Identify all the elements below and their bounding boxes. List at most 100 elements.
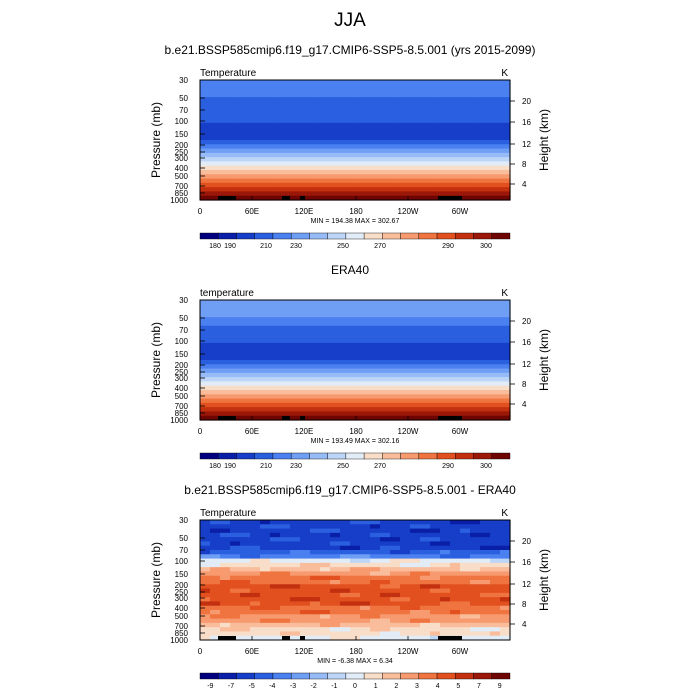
contour-cell: [220, 588, 231, 594]
contour-cell: [370, 377, 381, 383]
contour-cell: [290, 110, 301, 115]
contour-cell: [380, 80, 391, 85]
contour-cell: [230, 601, 241, 607]
contour-cell: [420, 368, 431, 374]
contour-cell: [230, 114, 241, 120]
contour-cell: [410, 567, 421, 573]
contour-cell: [480, 101, 491, 107]
contour-cell: [260, 312, 271, 318]
contour-cell: [460, 532, 471, 538]
contour-cell: [340, 407, 351, 413]
contour-cell: [390, 622, 401, 628]
colorbar-swatch: [400, 672, 420, 680]
contour-cell: [290, 528, 301, 534]
contour-cell: [410, 571, 421, 577]
contour-cell: [460, 165, 471, 171]
contour-cell: [440, 541, 451, 547]
contour-cell: [270, 325, 281, 331]
contour-cell: [420, 571, 431, 577]
contour-cell: [310, 528, 321, 534]
contour-cell: [380, 385, 391, 391]
contour-cell: [280, 338, 291, 344]
contour-cell: [390, 105, 401, 111]
contour-cell: [470, 618, 481, 624]
contour-cell: [430, 144, 441, 150]
contour-cell: [500, 562, 511, 568]
contour-cell: [210, 532, 221, 538]
contour-cell: [490, 355, 501, 361]
contour-cell: [350, 135, 361, 141]
contour-cell: [500, 622, 511, 628]
contour-cell: [500, 558, 511, 564]
contour-cell: [400, 131, 411, 137]
contour-cell: [380, 92, 391, 98]
contour-cell: [230, 588, 241, 594]
contour-cell: [260, 407, 271, 413]
contour-cell: [400, 528, 411, 534]
contour-cell: [460, 601, 471, 607]
contour-cell: [490, 635, 501, 641]
contour-cell: [370, 330, 381, 335]
contour-cell: [310, 191, 321, 197]
contour-cell: [220, 550, 231, 555]
contour-cell: [390, 592, 401, 598]
contour-cell: [490, 368, 501, 374]
contour-cell: [340, 592, 351, 598]
contour-cell: [250, 627, 261, 633]
contour-cell: [220, 601, 231, 607]
colorbar-label: 290: [442, 463, 454, 470]
contour-cell: [350, 614, 361, 620]
contour-cell: [390, 584, 401, 590]
contour-cell: [420, 338, 431, 344]
contour-cell: [490, 351, 501, 357]
contour-cell: [250, 178, 261, 184]
contour-cell: [450, 381, 461, 387]
colorbar-swatch: [400, 452, 420, 460]
contour-cell: [250, 165, 261, 171]
contour-cell: [240, 398, 251, 404]
contour-cell: [270, 101, 281, 107]
contour-cell: [350, 584, 361, 590]
contour-cell: [350, 342, 361, 348]
contour-cell: [420, 122, 431, 128]
contour-cell: [390, 394, 401, 400]
contour-cell: [490, 140, 501, 145]
contour-cell: [490, 152, 501, 158]
y2-axis-title: Height (km): [537, 329, 551, 391]
contour-cell: [450, 161, 461, 167]
contour-cell: [310, 122, 321, 128]
contour-cell: [460, 80, 471, 85]
contour-cell: [300, 368, 311, 374]
contour-cell: [430, 528, 441, 534]
contour-cell: [220, 390, 231, 395]
contour-cell: [410, 325, 421, 331]
contour-cell: [490, 528, 501, 534]
contour-cell: [320, 140, 331, 145]
contour-cell: [490, 588, 501, 594]
contour-cell: [390, 127, 401, 133]
contour-cell: [460, 355, 471, 361]
contour-cell: [470, 614, 481, 620]
contour-cell: [420, 635, 431, 641]
contour-cell: [430, 161, 441, 167]
contour-cell: [480, 618, 491, 624]
contour-cell: [370, 571, 381, 577]
contour-cell: [330, 92, 341, 98]
contour-cell: [380, 614, 391, 620]
contour-cell: [500, 118, 511, 124]
contour-cell: [220, 364, 231, 370]
contour-cell: [330, 550, 341, 555]
contour-cell: [200, 618, 211, 624]
contour-cell: [420, 140, 431, 145]
contour-cell: [450, 411, 461, 417]
contour-cell: [480, 300, 491, 305]
contour-cell: [270, 411, 281, 417]
contour-cell: [280, 532, 291, 538]
contour-cell: [350, 360, 361, 365]
contour-cell: [380, 571, 391, 577]
contour-cell: [320, 195, 331, 201]
contour-cell: [390, 174, 401, 180]
contour-cell: [390, 152, 401, 158]
contour-cell: [480, 597, 491, 603]
units-label: K: [501, 288, 508, 299]
